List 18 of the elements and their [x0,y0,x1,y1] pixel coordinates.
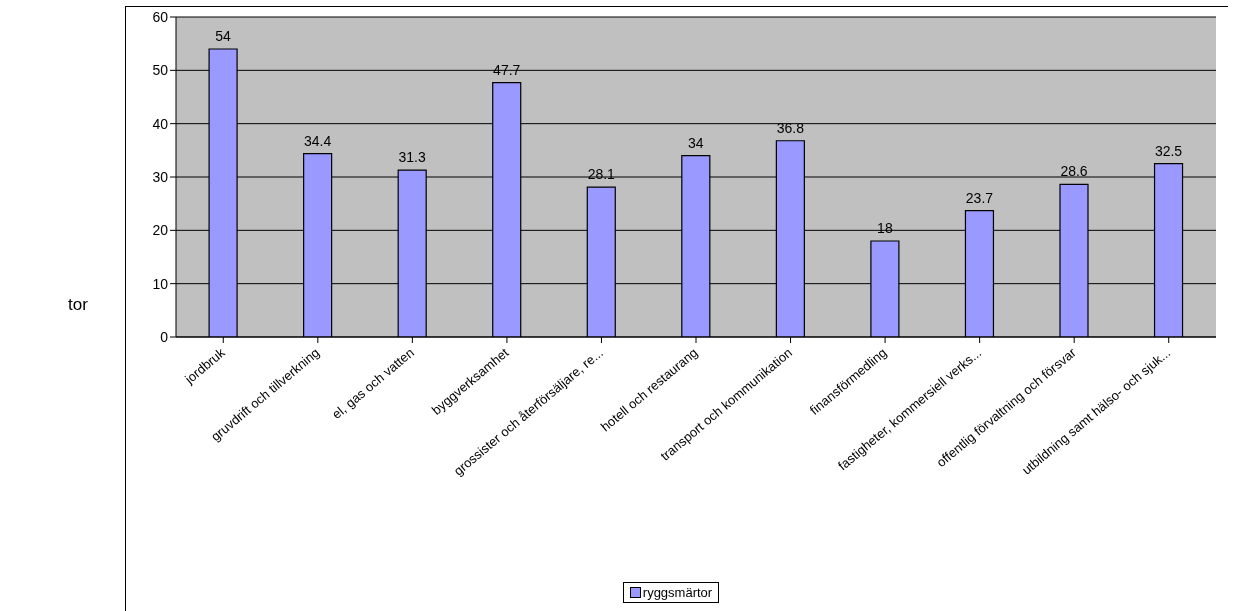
data-label: 54 [215,28,232,44]
data-label: 32.5 [1154,142,1183,159]
data-label: 23.7 [965,189,994,206]
data-label: 36.8 [776,119,805,136]
data-label: 31.3 [398,149,427,166]
y-tick-label: 40 [152,115,169,132]
y-tick-label: 50 [152,62,169,79]
data-label: 34 [688,134,704,151]
y-tick-label: 20 [152,222,169,239]
legend-label: ryggsmärtor [641,585,713,600]
y-tick-label: 60 [152,8,169,25]
data-label: 34.4 [304,132,332,149]
data-label: 28.1 [587,166,616,183]
y-tick-label: 30 [152,168,169,185]
y-tick-label: 10 [152,275,169,292]
data-label: 28.6 [1060,163,1088,180]
y-tick-label: 0 [160,328,169,345]
text: tor [68,295,88,315]
